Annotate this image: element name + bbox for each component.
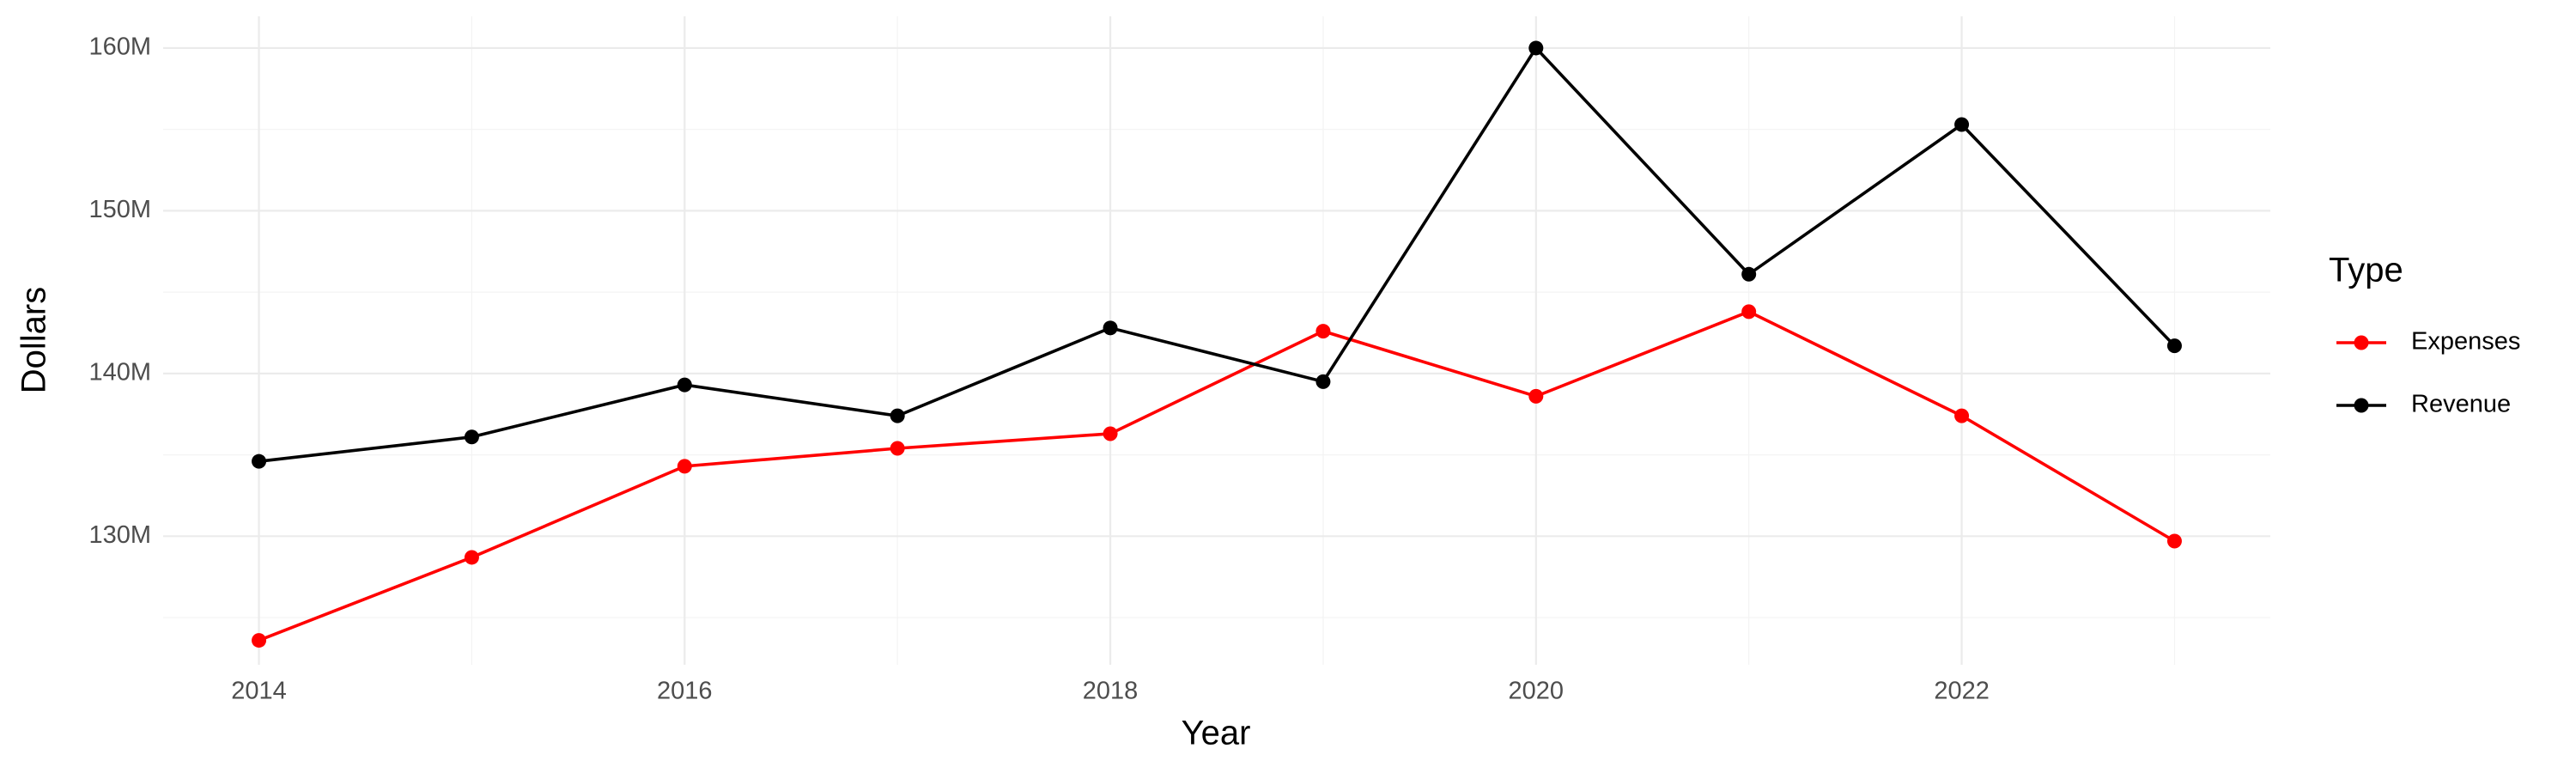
data-point <box>1528 40 1544 56</box>
data-point <box>2166 338 2182 354</box>
x-tick-label: 2018 <box>1083 678 1139 705</box>
y-tick-label: 130M <box>88 521 151 549</box>
data-point <box>1528 388 1544 404</box>
x-tick-label: 2014 <box>231 678 287 705</box>
legend-title: Type <box>2329 252 2403 289</box>
data-point <box>1103 320 1118 336</box>
x-tick-label: 2022 <box>1934 678 1990 705</box>
x-tick-label: 2016 <box>657 678 713 705</box>
data-point <box>890 441 905 456</box>
data-point <box>1103 426 1118 441</box>
y-tick-label: 150M <box>88 196 151 223</box>
x-tick-label: 2020 <box>1509 678 1564 705</box>
legend-label: Revenue <box>2411 391 2511 418</box>
y-axis-label: Dollars <box>15 287 53 393</box>
data-point <box>890 408 905 423</box>
data-point <box>1954 117 1970 132</box>
data-point <box>2166 533 2182 549</box>
data-point <box>1741 304 1757 320</box>
data-point <box>1741 266 1757 282</box>
data-point <box>1954 408 1970 423</box>
legend-label: Expenses <box>2411 328 2520 356</box>
data-point <box>677 459 692 474</box>
y-tick-label: 160M <box>88 33 151 61</box>
data-point <box>1315 374 1331 389</box>
data-point <box>464 550 479 565</box>
series-line <box>258 309 2176 642</box>
series-line <box>258 46 2176 463</box>
data-point <box>1315 324 1331 339</box>
data-point <box>677 377 692 393</box>
x-axis-label: Year <box>1182 715 1251 752</box>
data-point <box>252 453 267 469</box>
data-point <box>252 633 267 648</box>
y-tick-label: 140M <box>88 359 151 386</box>
data-point <box>464 429 479 445</box>
legend-key-point <box>2354 335 2369 350</box>
legend-key-point <box>2354 398 2369 413</box>
